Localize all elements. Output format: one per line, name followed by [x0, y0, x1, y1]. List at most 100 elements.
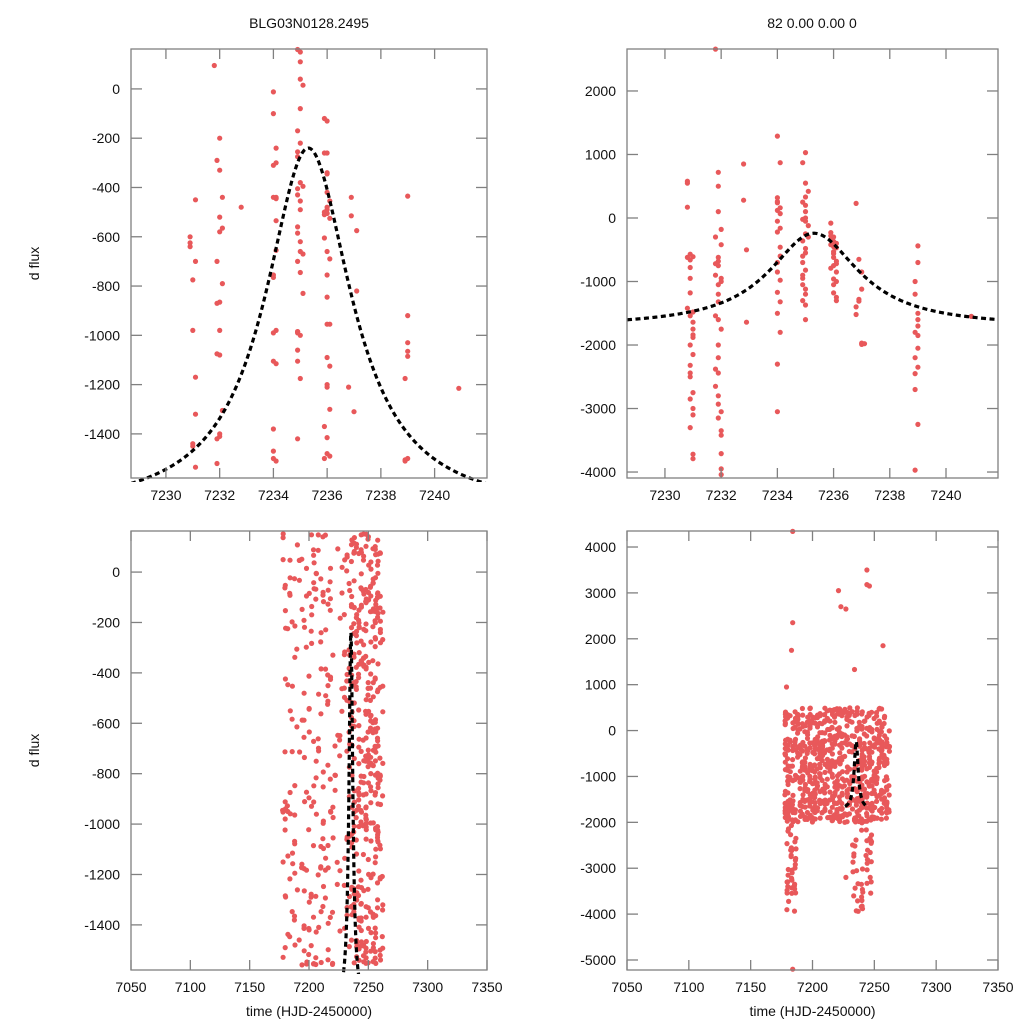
data-point	[270, 330, 276, 336]
data-point	[297, 180, 303, 186]
y-tick-label: 3000	[585, 585, 616, 601]
data-point	[308, 943, 314, 949]
x-tick-label: 7200	[797, 979, 828, 995]
data-point	[837, 760, 843, 766]
data-point	[817, 771, 823, 777]
data-point	[375, 687, 381, 693]
data-point	[687, 313, 693, 319]
data-point	[804, 735, 811, 742]
data-point	[292, 942, 298, 948]
data-point	[322, 867, 328, 873]
data-point	[866, 727, 873, 733]
data-point	[812, 769, 818, 775]
data-point	[214, 157, 220, 163]
y-tick-label: -200	[92, 614, 120, 630]
data-point	[777, 225, 783, 231]
x-tick-label: 7232	[706, 487, 737, 503]
data-point	[807, 740, 813, 746]
data-point	[842, 811, 848, 817]
data-point	[192, 197, 199, 203]
data-point	[309, 612, 315, 618]
data-point	[839, 776, 846, 782]
data-point	[812, 751, 818, 757]
data-point	[270, 111, 276, 117]
data-point	[852, 843, 858, 849]
data-point	[886, 783, 892, 789]
data-point	[807, 795, 813, 802]
data-point	[856, 719, 862, 725]
data-point	[851, 733, 857, 740]
data-point	[687, 290, 693, 296]
data-point	[344, 552, 350, 558]
data-point	[292, 812, 298, 818]
x-tick-label: 7050	[611, 979, 642, 995]
data-point	[852, 885, 858, 891]
data-point	[330, 804, 336, 810]
data-point	[380, 907, 386, 913]
plot-area	[280, 531, 386, 974]
data-point	[832, 789, 838, 796]
x-tick-label: 7100	[673, 979, 704, 995]
data-point	[790, 747, 796, 754]
data-point	[309, 640, 315, 647]
data-point	[690, 309, 696, 315]
data-point	[309, 603, 315, 610]
data-point	[289, 716, 295, 722]
data-point	[358, 943, 364, 949]
data-point	[844, 723, 850, 729]
data-point	[368, 800, 374, 806]
data-point	[370, 871, 376, 877]
data-point	[375, 570, 381, 576]
data-point	[797, 786, 803, 792]
data-point	[847, 766, 853, 772]
data-point	[300, 290, 306, 296]
data-point	[358, 571, 364, 577]
data-point	[294, 542, 300, 548]
data-point	[715, 291, 721, 297]
y-tick-label: -2000	[580, 814, 616, 830]
data-point	[805, 188, 811, 194]
data-point	[867, 874, 873, 881]
data-point	[301, 690, 307, 696]
data-point	[915, 243, 921, 249]
data-point	[297, 749, 303, 755]
data-point	[718, 242, 724, 248]
panel-bottom-left: 7050 7100 7150 7200 7250 7300 7350 0 -200 -400 -60…	[26, 530, 503, 1019]
data-point	[322, 532, 328, 538]
data-point	[373, 935, 379, 941]
data-point	[283, 625, 289, 631]
data-point	[789, 877, 795, 883]
data-point	[792, 861, 798, 868]
data-point	[839, 784, 846, 790]
data-point	[912, 355, 918, 361]
data-point	[296, 557, 302, 564]
data-point	[348, 625, 355, 631]
data-point	[367, 685, 374, 691]
data-point	[351, 578, 357, 584]
data-point	[782, 722, 788, 728]
data-point	[304, 961, 310, 967]
data-point	[715, 393, 721, 399]
data-point	[363, 836, 369, 842]
data-point	[827, 789, 833, 795]
data-point	[270, 448, 276, 454]
data-point	[270, 162, 276, 168]
data-point	[883, 774, 890, 780]
data-point	[372, 676, 378, 682]
data-point	[869, 803, 875, 809]
data-point	[774, 229, 781, 235]
y-tick-label: -2000	[580, 337, 616, 353]
data-point	[327, 607, 333, 613]
data-point	[831, 254, 837, 260]
data-point	[807, 776, 813, 782]
data-point	[795, 716, 801, 722]
data-point	[853, 311, 859, 318]
data-point	[354, 640, 360, 646]
data-point	[311, 738, 317, 745]
data-point	[886, 792, 892, 798]
data-point	[366, 871, 372, 878]
data-point	[327, 363, 333, 369]
data-point	[297, 76, 303, 82]
data-point	[788, 832, 794, 838]
data-point	[853, 200, 859, 206]
